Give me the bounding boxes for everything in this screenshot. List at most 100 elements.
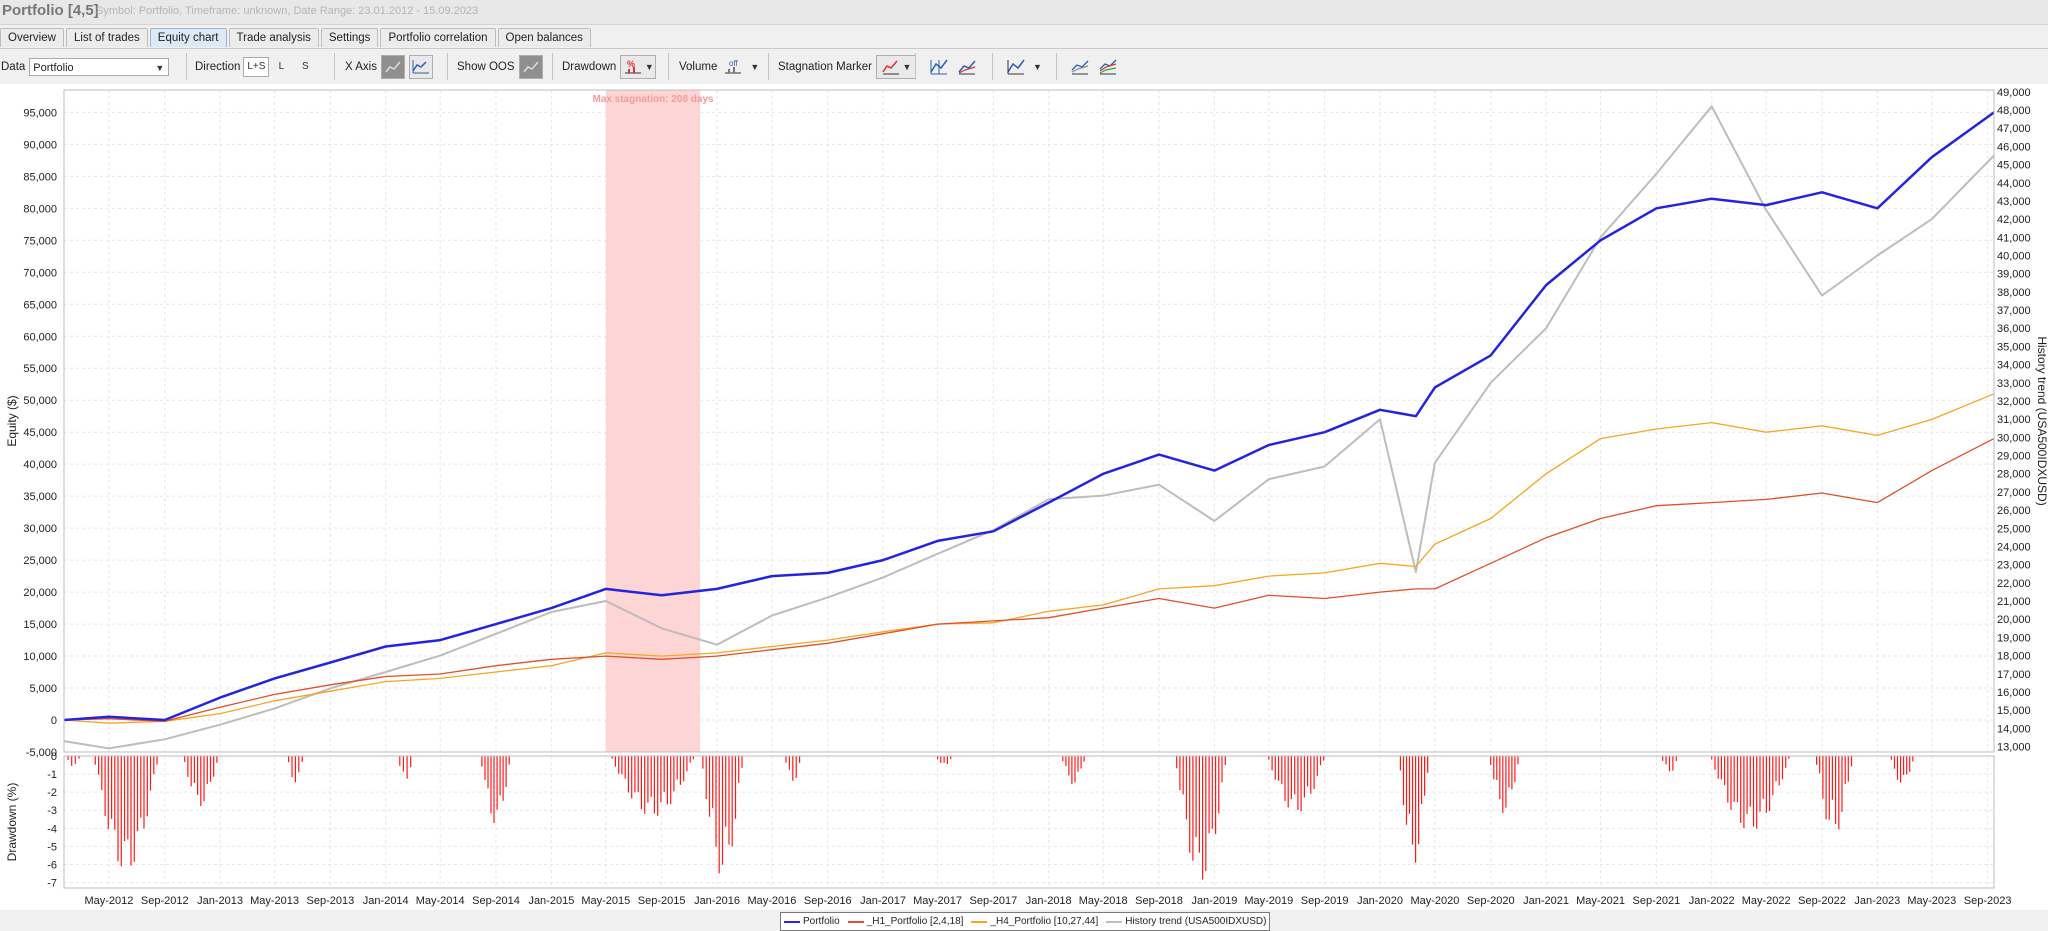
y2-tick-label: 13,000 xyxy=(1997,742,2031,754)
toolbar-divider xyxy=(668,53,669,80)
x-tick-label: Jan-2014 xyxy=(363,895,409,907)
y-tick-label: 40,000 xyxy=(23,459,57,471)
dd-tick-label: -7 xyxy=(47,878,57,890)
y2-tick-label: 40,000 xyxy=(1997,251,2031,263)
y-tick-label: 55,000 xyxy=(23,363,57,375)
direction-group: Direction L+S L S xyxy=(195,49,317,84)
dd-tick-label: -6 xyxy=(47,859,57,871)
stagnation-marker-label: Stagnation Marker xyxy=(778,60,872,73)
x-tick-label: May-2019 xyxy=(1244,895,1293,907)
stagnation-icon[interactable]: ▼ xyxy=(875,54,916,79)
y-tick-label: 45,000 xyxy=(23,427,57,439)
x-tick-label: Jan-2017 xyxy=(860,895,906,907)
oos-icon[interactable] xyxy=(518,54,543,79)
toolbar-divider xyxy=(1056,53,1057,80)
y2-tick-label: 16,000 xyxy=(1997,687,2031,699)
chart-type-1-icon[interactable] xyxy=(927,55,951,79)
direction-long-short-button[interactable]: L+S xyxy=(243,56,270,77)
x-tick-label: May-2018 xyxy=(1079,895,1128,907)
y-tick-label: -5,000 xyxy=(26,747,57,759)
x-tick-label: Sep-2016 xyxy=(804,895,852,907)
tab-settings[interactable]: Settings xyxy=(320,28,379,47)
y2-tick-label: 20,000 xyxy=(1997,614,2031,626)
x-tick-label: May-2016 xyxy=(747,895,796,907)
chevron-down-icon[interactable]: ▼ xyxy=(750,61,760,72)
drawdown-percent-icon[interactable]: % ▼ xyxy=(620,54,657,79)
direction-short-button[interactable]: S xyxy=(302,61,309,72)
h1-portfolio-line xyxy=(63,438,1995,722)
legend-label: History trend (USA500IDXUSD) xyxy=(1125,916,1267,927)
y-tick-label: 80,000 xyxy=(23,203,57,215)
tab-bar: Overview List of trades Equity chart Tra… xyxy=(0,28,591,48)
x-tick-label: Jan-2013 xyxy=(197,895,243,907)
xaxis-trades-icon[interactable] xyxy=(380,54,405,79)
toolbar-divider xyxy=(552,53,553,80)
window-title: Portfolio [4,5] xyxy=(2,2,99,19)
y2-tick-label: 31,000 xyxy=(1997,414,2031,426)
y-tick-label: 85,000 xyxy=(23,171,57,183)
svg-text:%: % xyxy=(627,59,635,69)
legend-item: _H1_Portfolio [2,4,18] xyxy=(847,916,964,927)
x-tick-label: May-2020 xyxy=(1410,895,1459,907)
stagnation-band xyxy=(605,90,701,752)
x-tick-label: Jan-2019 xyxy=(1191,895,1237,907)
chart-legend: Portfolio _H1_Portfolio [2,4,18] _H4_Por… xyxy=(780,912,1271,931)
data-label: Data xyxy=(1,60,26,73)
tab-trade-analysis[interactable]: Trade analysis xyxy=(228,28,319,47)
tab-equity-chart[interactable]: Equity chart xyxy=(149,28,227,47)
chevron-down-icon: ▼ xyxy=(155,62,165,73)
x-tick-label: May-2017 xyxy=(913,895,962,907)
chart-toolbar: Data Portfolio ▼ Direction L+S L S X Axi… xyxy=(0,48,2048,85)
data-select[interactable]: Portfolio ▼ xyxy=(29,57,170,76)
volume-icon[interactable]: off xyxy=(721,55,745,79)
chart-series-group xyxy=(1064,49,1120,84)
volume-value: off xyxy=(729,59,739,68)
xaxis-time-icon[interactable] xyxy=(408,54,433,79)
x-tick-label: Jan-2016 xyxy=(694,895,740,907)
chart-type-2-icon[interactable] xyxy=(955,55,979,79)
drawdown-plot-frame xyxy=(63,755,1995,889)
oos-group: Show OOS xyxy=(457,49,543,84)
legend-label: Portfolio xyxy=(803,916,840,927)
legend-label: _H1_Portfolio [2,4,18] xyxy=(866,916,964,927)
chart-background xyxy=(0,84,2048,910)
x-tick-label: Sep-2012 xyxy=(141,895,189,907)
y-tick-label: 15,000 xyxy=(23,619,57,631)
direction-label: Direction xyxy=(195,60,241,73)
tab-portfolio-correlation[interactable]: Portfolio correlation xyxy=(380,28,496,47)
y2-tick-label: 38,000 xyxy=(1997,287,2031,299)
chart-type-3-icon[interactable] xyxy=(1004,55,1028,79)
direction-long-button[interactable]: L xyxy=(278,61,285,72)
y2-tick-label: 48,000 xyxy=(1997,105,2031,117)
y2-tick-label: 24,000 xyxy=(1997,541,2031,553)
dd-tick-label: -3 xyxy=(47,805,57,817)
tab-list-of-trades[interactable]: List of trades xyxy=(65,28,148,47)
toolbar-divider xyxy=(768,53,769,80)
x-tick-label: Jan-2023 xyxy=(1854,895,1900,907)
x-tick-label: May-2022 xyxy=(1742,895,1791,907)
tab-open-balances[interactable]: Open balances xyxy=(497,28,591,47)
chart-type-4-icon[interactable] xyxy=(1068,55,1092,79)
drawdown-axis-label: Drawdown (%) xyxy=(5,783,19,862)
y2-tick-label: 36,000 xyxy=(1997,323,2031,335)
chart-type-5-icon[interactable] xyxy=(1096,55,1120,79)
drawdown-bars xyxy=(67,756,1914,880)
chevron-down-icon[interactable]: ▼ xyxy=(1033,61,1042,72)
title-bar: Portfolio [4,5] Symbol: Portfolio, Timef… xyxy=(0,0,2048,25)
equity-chart: Max stagnation: 208 days May-2012 Sep-201… xyxy=(0,84,2048,910)
y-tick-label: 75,000 xyxy=(23,235,57,247)
x-tick-label: Jan-2020 xyxy=(1357,895,1403,907)
legend-swatch xyxy=(847,920,864,923)
dd-tick-label: -4 xyxy=(47,823,57,835)
x-tick-label: Sep-2021 xyxy=(1633,895,1681,907)
y-tick-label: 65,000 xyxy=(23,299,57,311)
x-tick-label: Sep-2019 xyxy=(1301,895,1349,907)
y2-tick-label: 14,000 xyxy=(1997,723,2031,735)
y2-tick-label: 49,000 xyxy=(1997,87,2031,99)
y2-tick-label: 32,000 xyxy=(1997,396,2031,408)
x-tick-label: Jan-2021 xyxy=(1523,895,1569,907)
y2-tick-label: 17,000 xyxy=(1997,669,2031,681)
toolbar-divider xyxy=(334,53,335,80)
y2-tick-label: 37,000 xyxy=(1997,305,2031,317)
tab-overview[interactable]: Overview xyxy=(0,28,64,47)
